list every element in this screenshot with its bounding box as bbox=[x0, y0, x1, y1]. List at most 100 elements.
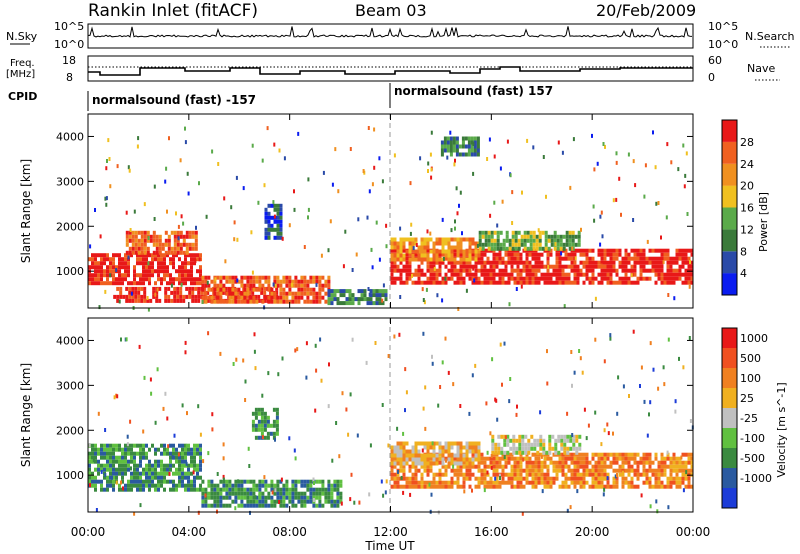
range-gate-cell bbox=[224, 259, 227, 264]
range-gate-cell bbox=[175, 447, 178, 452]
range-gate-cell bbox=[88, 459, 91, 464]
range-gate-cell bbox=[612, 260, 616, 265]
range-gate-cell bbox=[675, 276, 679, 281]
range-gate-cell bbox=[462, 460, 466, 465]
range-gate-cell bbox=[569, 505, 572, 510]
range-gate-cell bbox=[390, 241, 394, 246]
range-gate-cell bbox=[424, 426, 427, 431]
range-gate-cell bbox=[254, 294, 258, 299]
range-gate-cell bbox=[412, 246, 415, 251]
range-gate-cell bbox=[578, 349, 581, 353]
range-gate-cell bbox=[184, 265, 187, 270]
range-gate-cell bbox=[596, 161, 599, 166]
range-gate-cell bbox=[373, 127, 376, 132]
range-gate-cell bbox=[264, 219, 268, 224]
range-gate-cell bbox=[136, 253, 139, 258]
range-gate-cell bbox=[591, 472, 595, 477]
range-gate-cell bbox=[219, 279, 223, 284]
range-gate-cell bbox=[103, 269, 106, 274]
range-gate-cell bbox=[447, 484, 451, 489]
range-gate-cell bbox=[234, 495, 238, 500]
range-gate-cell bbox=[194, 234, 198, 239]
range-gate-cell bbox=[565, 234, 569, 239]
range-gate-cell bbox=[124, 257, 127, 262]
range-gate-cell bbox=[118, 273, 121, 278]
range-gate-cell bbox=[585, 276, 589, 281]
range-gate-cell bbox=[197, 510, 200, 515]
range-gate-cell bbox=[669, 476, 673, 481]
colorbar-tick-label: 25 bbox=[740, 392, 754, 405]
range-gate-cell bbox=[567, 468, 571, 473]
range-gate-cell bbox=[536, 450, 540, 455]
range-gate-cell bbox=[327, 283, 331, 288]
range-gate-cell bbox=[266, 423, 270, 428]
range-gate-cell bbox=[190, 483, 193, 488]
range-gate-cell bbox=[606, 484, 610, 489]
range-gate-cell bbox=[531, 452, 535, 457]
range-gate-cell bbox=[124, 261, 127, 266]
range-gate-cell bbox=[204, 499, 208, 504]
range-gate-cell bbox=[155, 234, 159, 239]
range-gate-cell bbox=[490, 454, 493, 458]
range-gate-cell bbox=[216, 487, 220, 492]
range-gate-cell bbox=[582, 480, 586, 485]
range-gate-cell bbox=[621, 256, 625, 261]
range-gate-cell bbox=[211, 149, 214, 154]
range-gate-cell bbox=[644, 163, 647, 168]
range-gate-cell bbox=[184, 340, 187, 345]
range-gate-cell bbox=[468, 468, 472, 473]
range-gate-cell bbox=[630, 452, 634, 457]
range-gate-cell bbox=[188, 234, 192, 239]
range-gate-cell bbox=[154, 463, 157, 468]
range-gate-cell bbox=[404, 367, 407, 372]
range-gate-cell bbox=[408, 272, 412, 277]
range-gate-cell bbox=[138, 344, 141, 349]
range-gate-cell bbox=[609, 272, 613, 277]
range-gate-cell bbox=[94, 467, 97, 472]
range-gate-cell bbox=[507, 460, 511, 465]
range-gate-cell bbox=[261, 483, 265, 488]
colorbar-swatch bbox=[722, 388, 737, 408]
range-gate-cell bbox=[426, 268, 430, 273]
range-gate-cell bbox=[88, 471, 91, 476]
range-gate-cell bbox=[249, 503, 253, 508]
range-gate-cell bbox=[172, 487, 175, 492]
range-gate-cell bbox=[190, 253, 193, 258]
range-gate-cell bbox=[612, 256, 616, 261]
range-gate-cell bbox=[494, 442, 498, 447]
range-gate-cell bbox=[207, 483, 211, 488]
range-gate-cell bbox=[687, 480, 691, 485]
range-gate-cell bbox=[525, 260, 529, 265]
range-gate-cell bbox=[193, 467, 196, 472]
range-gate-cell bbox=[300, 479, 304, 484]
range-gate-cell bbox=[276, 483, 280, 488]
range-gate-cell bbox=[565, 242, 569, 247]
range-gate-cell bbox=[306, 499, 310, 504]
range-gate-cell bbox=[104, 473, 107, 477]
range-gate-cell bbox=[508, 399, 511, 404]
range-gate-cell bbox=[393, 245, 397, 250]
range-gate-cell bbox=[516, 468, 520, 473]
range-gate-cell bbox=[166, 265, 169, 270]
range-gate-cell bbox=[154, 451, 157, 456]
range-gate-cell bbox=[582, 468, 586, 473]
range-gate-cell bbox=[333, 503, 337, 508]
range-gate-cell bbox=[112, 455, 115, 460]
range-gate-cell bbox=[204, 291, 208, 296]
range-gate-cell bbox=[528, 264, 532, 269]
range-gate-cell bbox=[538, 234, 542, 239]
range-gate-cell bbox=[540, 452, 544, 457]
range-gate-cell bbox=[399, 453, 403, 458]
range-gate-cell bbox=[106, 467, 109, 472]
range-gate-cell bbox=[588, 256, 592, 261]
range-gate-cell bbox=[339, 293, 343, 298]
range-gate-cell bbox=[182, 294, 186, 299]
range-gate-cell bbox=[495, 468, 499, 473]
range-gate-cell bbox=[574, 242, 578, 247]
range-gate-cell bbox=[372, 301, 376, 306]
range-gate-cell bbox=[357, 289, 361, 294]
range-gate-cell bbox=[134, 234, 138, 239]
range-gate-cell bbox=[112, 273, 115, 278]
range-gate-cell bbox=[574, 256, 577, 261]
range-gate-cell bbox=[617, 375, 620, 380]
